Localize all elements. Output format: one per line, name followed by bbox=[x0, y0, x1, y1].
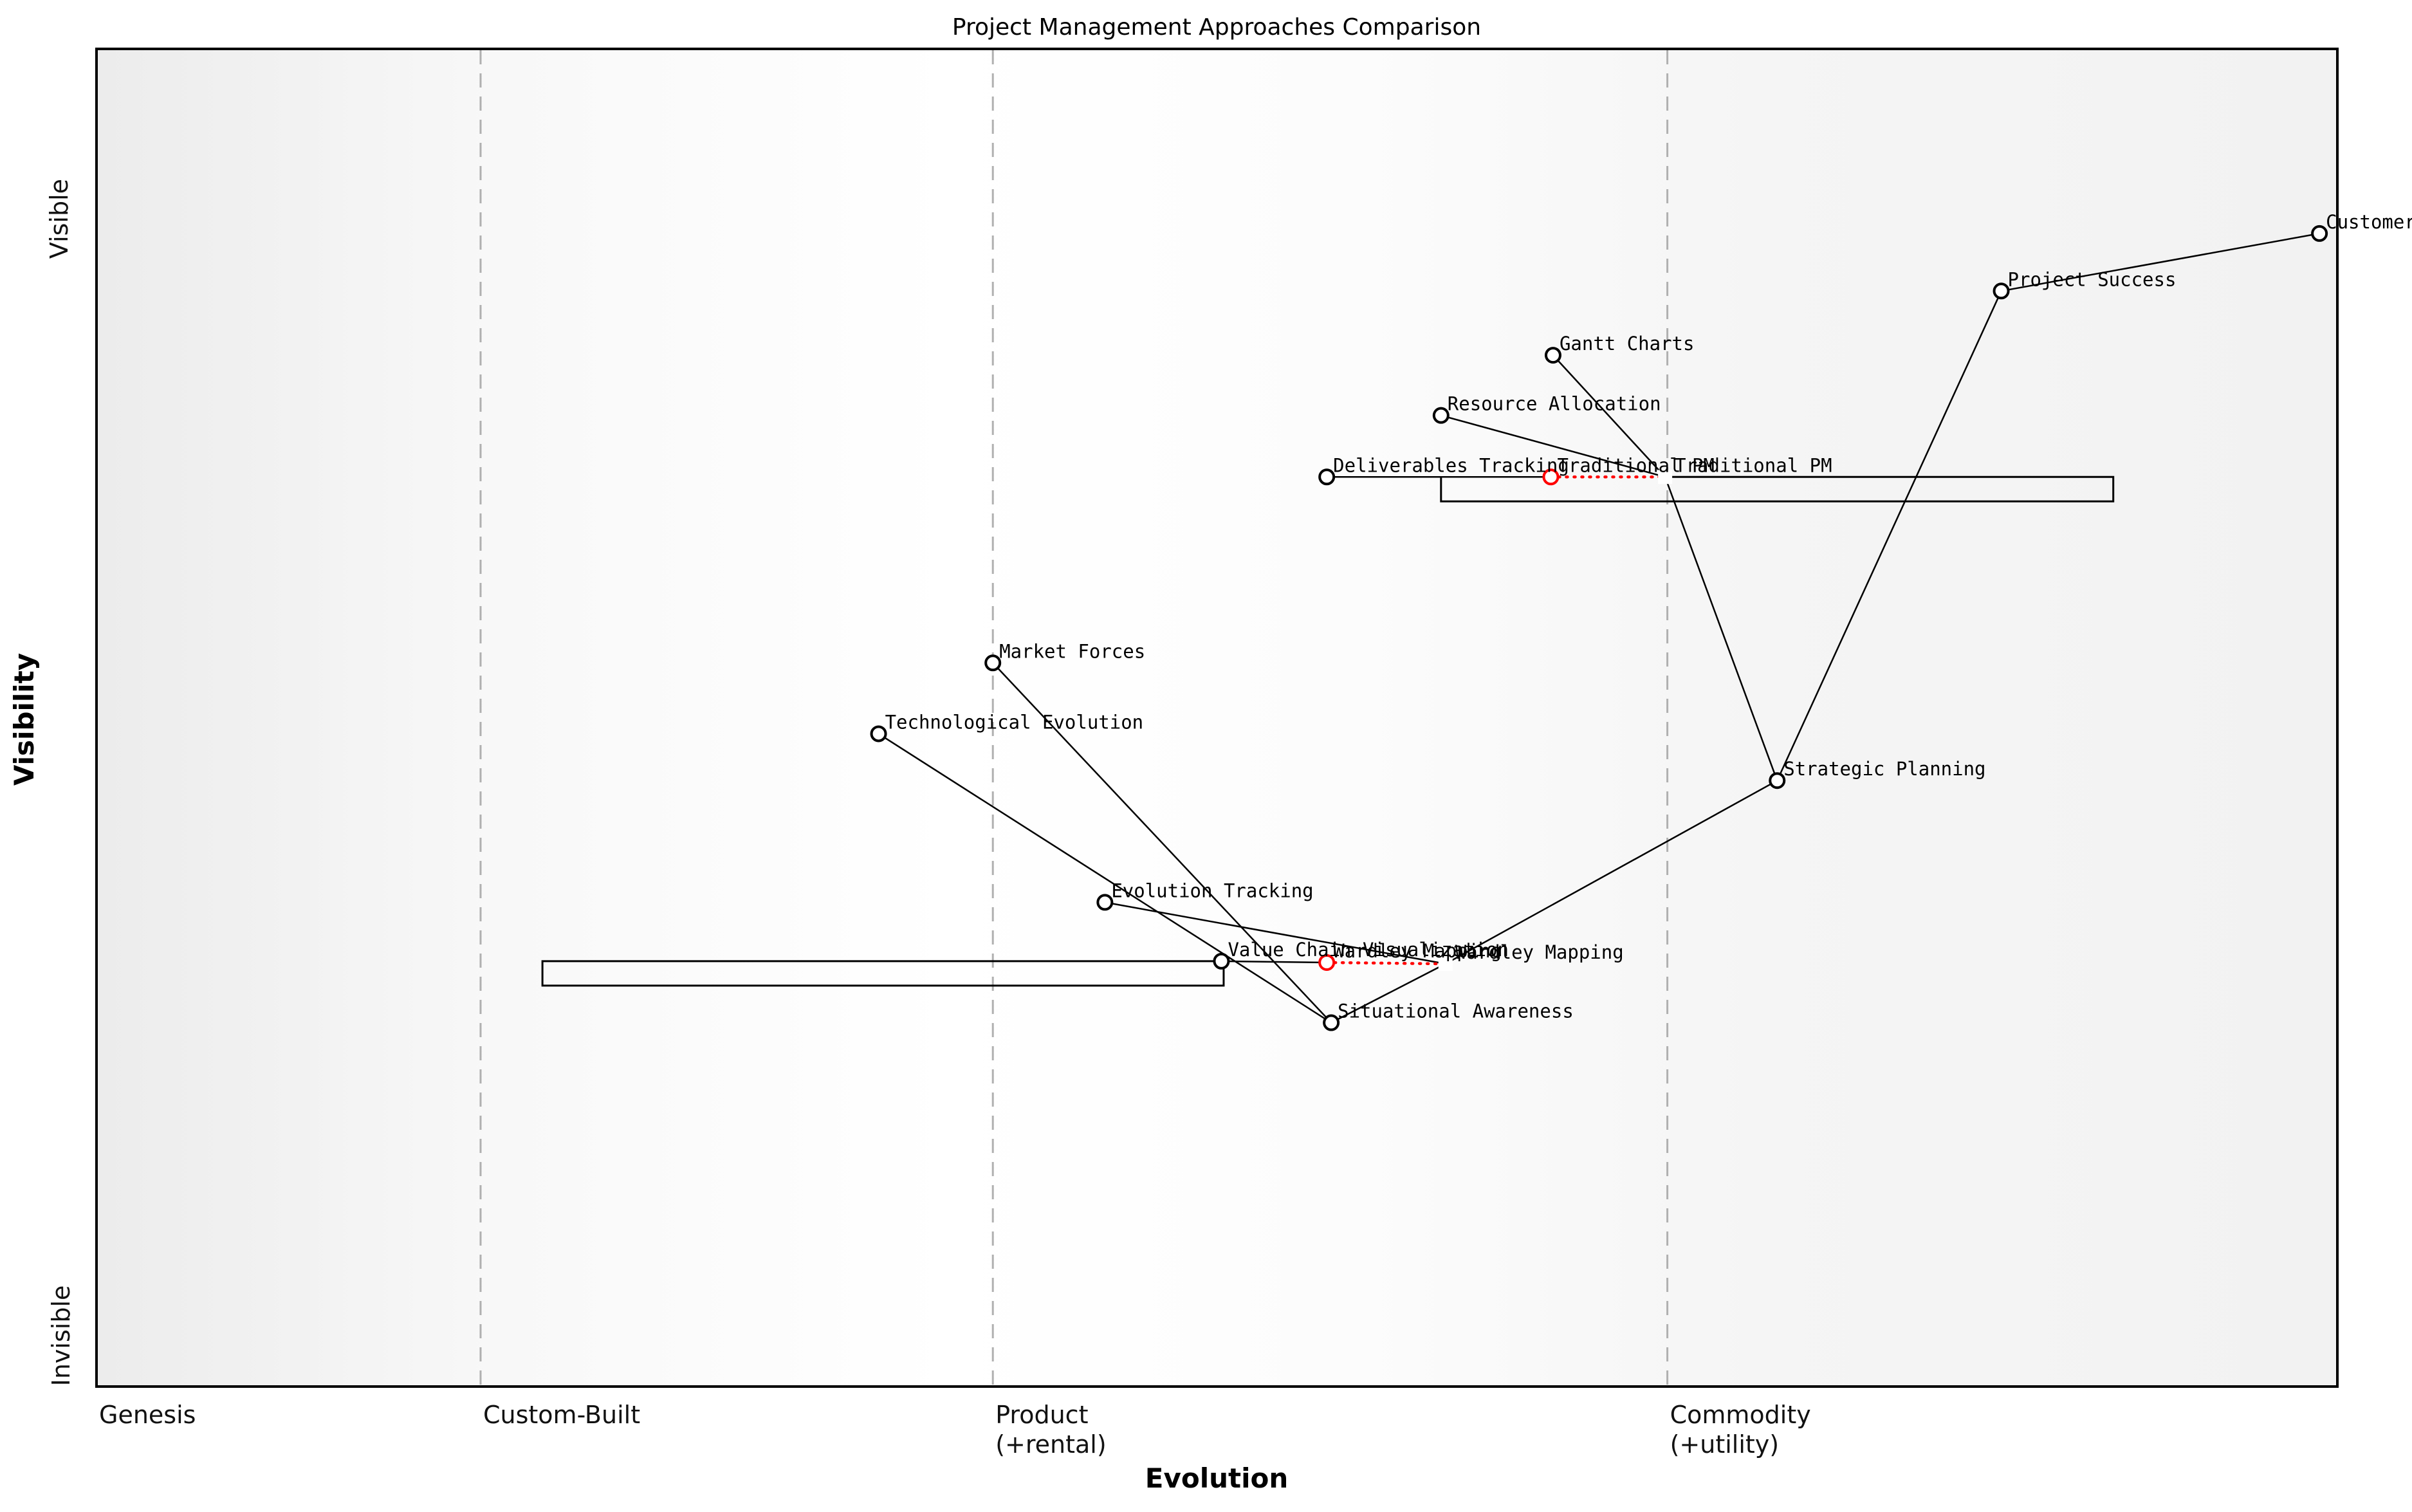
node-circle-market_forces bbox=[984, 654, 1002, 672]
node-label-value_chain_visualization: Value Chain Visualization bbox=[1228, 939, 1508, 961]
node-circle-traditional_pm_1 bbox=[1542, 468, 1560, 486]
y-axis-title: Visibility bbox=[8, 653, 40, 786]
node-label-traditional_pm_1: Traditional PM bbox=[1557, 454, 1714, 476]
plot-area bbox=[95, 48, 2339, 1388]
edge-resource_allocation-traditional_pm_2 bbox=[1441, 414, 1666, 478]
edge-strategic_planning-wardley_mapping_2 bbox=[1445, 780, 1778, 965]
stage-label-product: Product (+rental) bbox=[995, 1401, 1106, 1459]
y-axis-visible-label: Visible bbox=[45, 179, 73, 259]
node-circle-deliverables_tracking bbox=[1318, 468, 1336, 486]
node-square-traditional_pm_2 bbox=[1658, 470, 1673, 484]
node-circle-resource_allocation bbox=[1432, 407, 1450, 424]
edge-customer-project_success bbox=[2001, 232, 2320, 292]
node-label-wardley_mapping_1: Wardley Mapping bbox=[1333, 940, 1502, 962]
evolution-box-wardley_mapping_range bbox=[541, 960, 1225, 987]
node-label-deliverables_tracking: Deliverables Tracking bbox=[1333, 454, 1569, 476]
movement-line-wardley_mapping_move bbox=[1325, 961, 1448, 966]
node-circle-gantt_charts bbox=[1544, 347, 1561, 364]
node-label-project_success: Project Success bbox=[2008, 268, 2177, 290]
node-label-strategic_planning: Strategic Planning bbox=[1783, 758, 1985, 780]
edge-market_forces-situational_awareness bbox=[992, 662, 1332, 1024]
evolution-box-traditional_pm_range bbox=[1440, 475, 2115, 502]
node-label-customer: Customer bbox=[2326, 211, 2412, 233]
value-chain-edges bbox=[878, 232, 2320, 1024]
node-label-market_forces: Market Forces bbox=[999, 640, 1145, 662]
stage-label-genesis: Genesis bbox=[99, 1401, 196, 1429]
node-square-wardley_mapping_2 bbox=[1438, 957, 1453, 972]
node-label-situational_awareness: Situational Awareness bbox=[1338, 1000, 1574, 1022]
node-circle-project_success bbox=[1993, 282, 2010, 300]
edge-wardley_mapping_2-situational_awareness bbox=[1330, 963, 1446, 1024]
stage-label-commodity: Commodity (+utility) bbox=[1670, 1401, 1811, 1459]
node-label-resource_allocation: Resource Allocation bbox=[1448, 393, 1661, 415]
node-label-gantt_charts: Gantt Charts bbox=[1560, 333, 1695, 355]
chart-title: Project Management Approaches Comparison bbox=[952, 14, 1481, 41]
node-circle-wardley_mapping_1 bbox=[1318, 954, 1336, 971]
node-circle-situational_awareness bbox=[1323, 1014, 1340, 1031]
node-label-technological_evolution: Technological Evolution bbox=[885, 711, 1144, 733]
node-label-evolution_tracking: Evolution Tracking bbox=[1111, 880, 1313, 901]
node-circle-value_chain_visualization bbox=[1213, 952, 1230, 970]
component-nodes bbox=[870, 225, 2328, 1031]
node-circle-evolution_tracking bbox=[1096, 894, 1114, 911]
edge-technological_evolution-situational_awareness bbox=[878, 733, 1332, 1024]
edge-value_chain_visualization-wardley_mapping_1 bbox=[1221, 960, 1327, 964]
y-axis-invisible-label: Invisible bbox=[47, 1286, 75, 1387]
evolution-range-boxes bbox=[541, 475, 2115, 987]
edge-evolution_tracking-wardley_mapping_2 bbox=[1105, 901, 1446, 965]
edge-gantt_charts-traditional_pm_2 bbox=[1552, 355, 1666, 478]
movement-lines bbox=[1325, 475, 1667, 966]
node-circle-customer bbox=[2311, 225, 2328, 242]
x-axis-title: Evolution bbox=[1145, 1462, 1288, 1494]
node-circle-strategic_planning bbox=[1769, 772, 1786, 789]
stage-label-custom: Custom-Built bbox=[483, 1401, 640, 1429]
node-label-traditional_pm_2: Traditional PM bbox=[1675, 454, 1832, 476]
node-circle-technological_evolution bbox=[870, 725, 887, 742]
edge-traditional_pm_2-strategic_planning bbox=[1664, 476, 1778, 781]
axis-labels: Genesis Custom-Built Product (+rental) Commo… bbox=[99, 1401, 1811, 1459]
edge-project_success-strategic_planning bbox=[1776, 290, 2002, 781]
component-labels: Customer Project Success Gantt Charts Resou… bbox=[885, 211, 2412, 1022]
node-label-wardley_mapping_2: Wardley Mapping bbox=[1455, 941, 1624, 963]
stage-boundary-lines bbox=[479, 50, 1669, 1385]
